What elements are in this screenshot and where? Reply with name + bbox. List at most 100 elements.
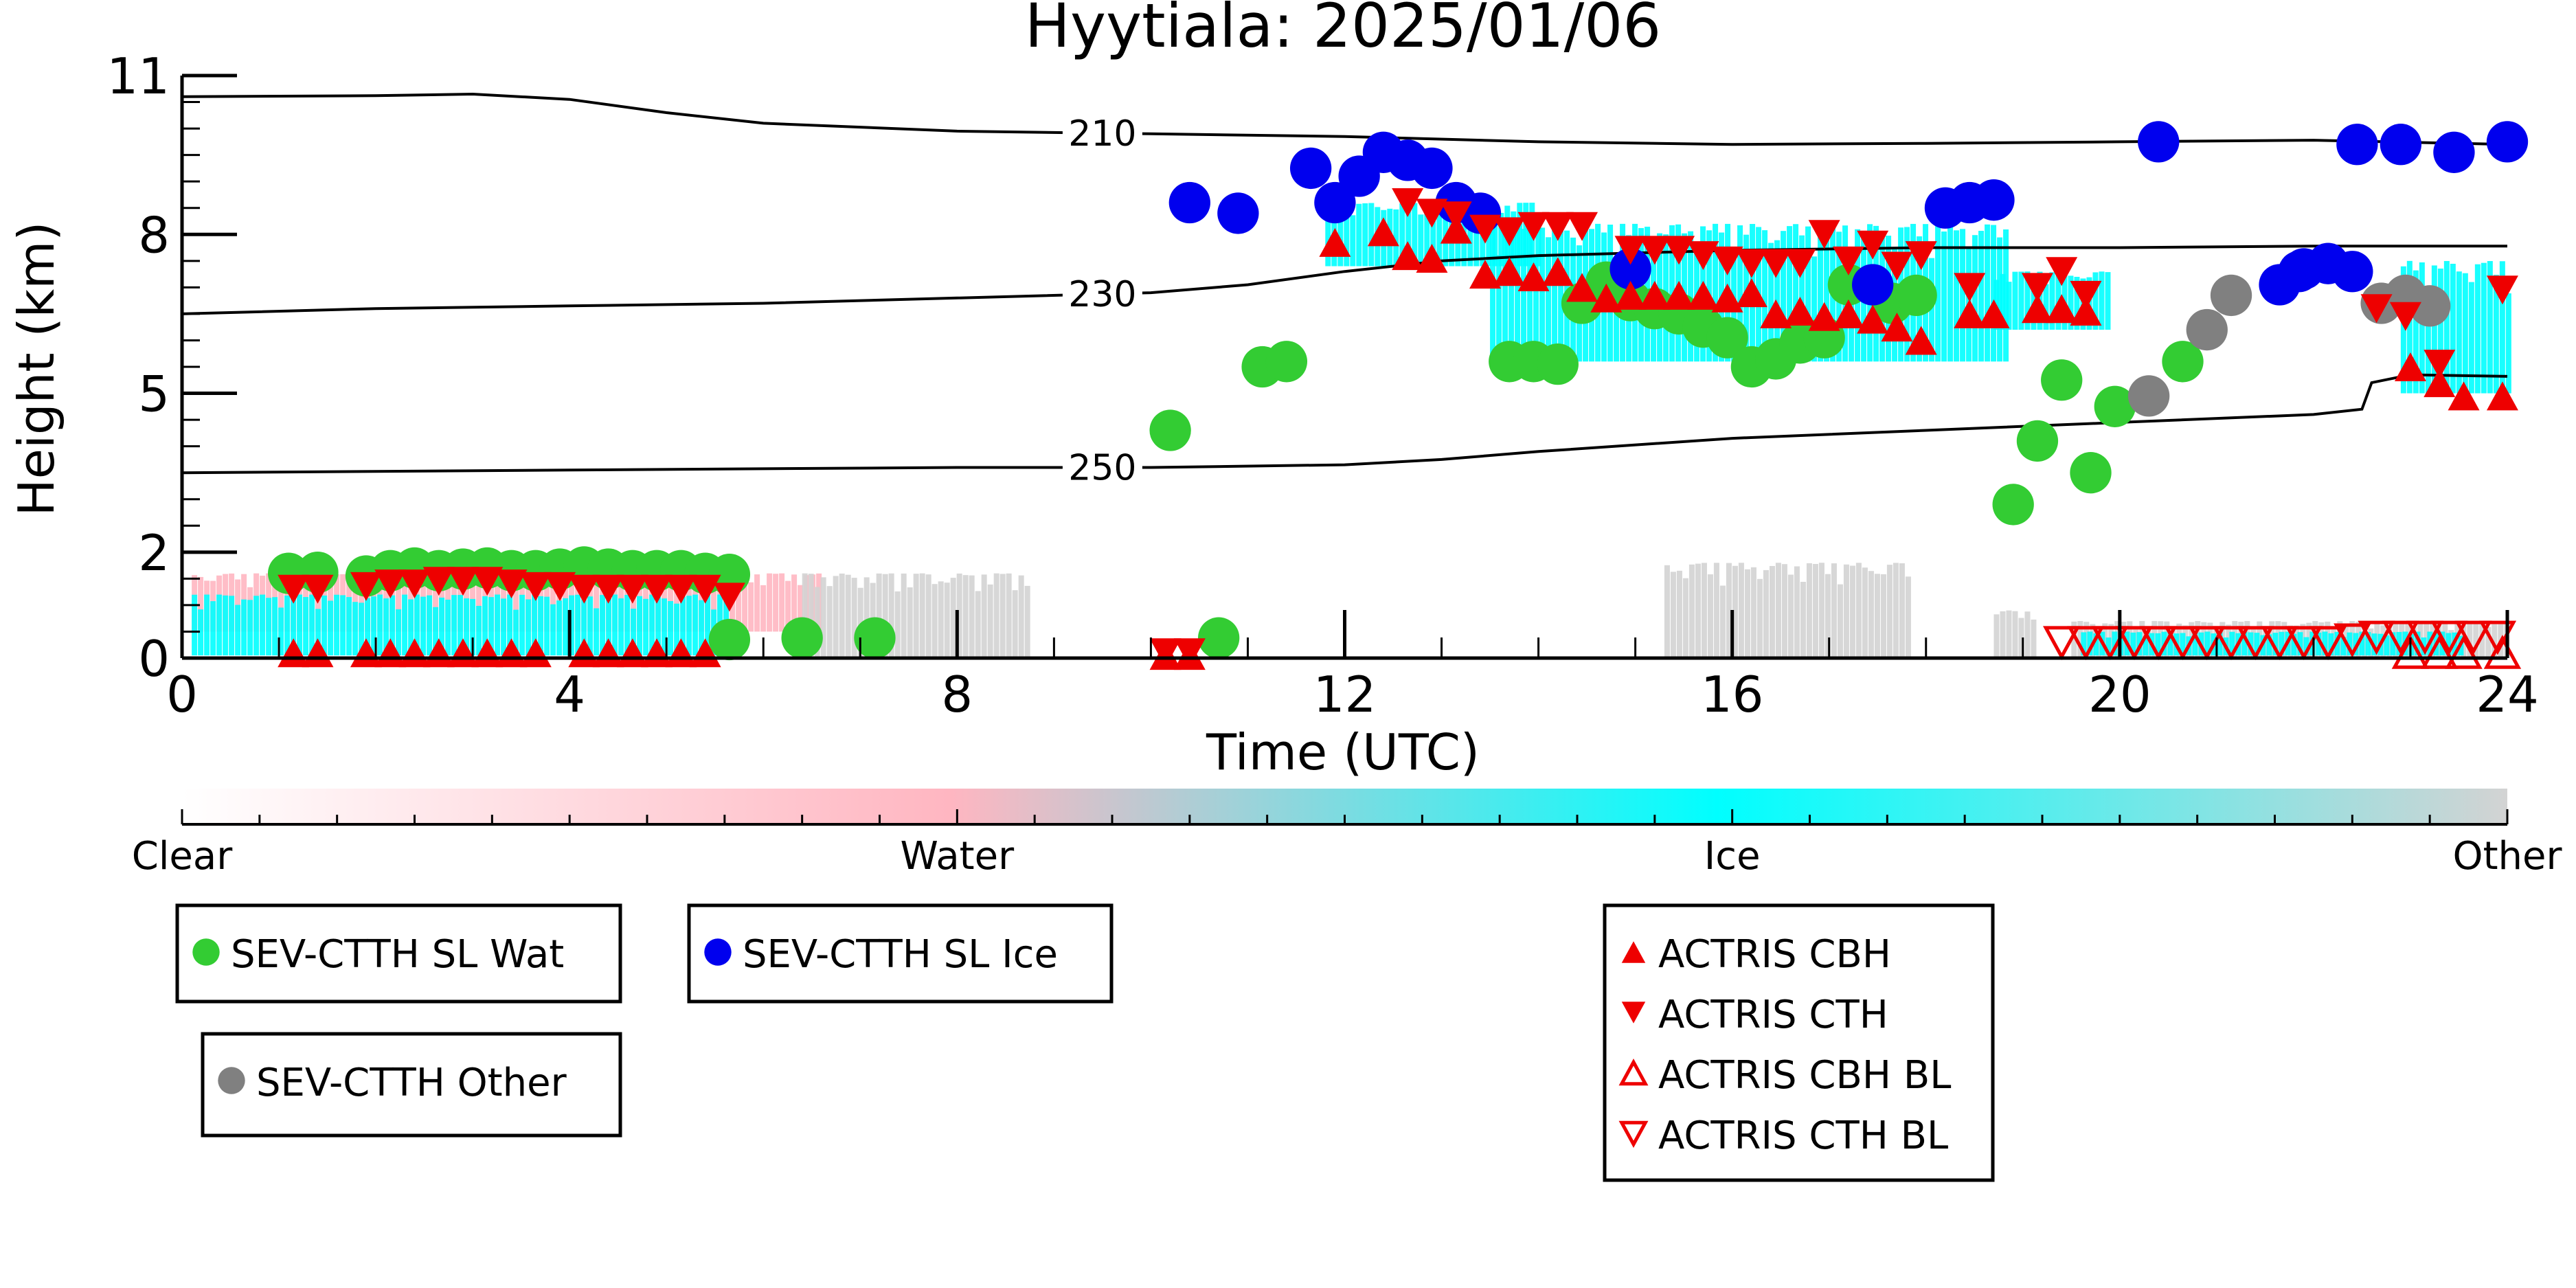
contour-230 <box>181 245 2507 315</box>
field-column <box>1781 564 1787 658</box>
field-column <box>931 584 938 658</box>
field-column <box>1993 614 2000 658</box>
field-column <box>894 591 901 658</box>
field-column <box>1756 578 1763 658</box>
field-column <box>260 594 266 656</box>
field-column <box>439 597 445 656</box>
field-column <box>1737 225 1743 362</box>
field-column <box>278 607 284 656</box>
data-point <box>2021 273 2053 302</box>
data-point <box>2261 626 2298 661</box>
field-column <box>501 598 507 656</box>
data-point <box>1440 201 1472 231</box>
legend-box: SEV-CTTH SL Wat <box>175 903 622 1004</box>
field-column <box>600 595 606 656</box>
field-column <box>2505 293 2511 394</box>
data-point <box>1265 341 1308 383</box>
field-column <box>1960 229 1966 362</box>
field-column <box>470 598 476 656</box>
field-column <box>1978 231 1985 362</box>
field-column <box>1412 203 1418 267</box>
data-point <box>689 574 721 604</box>
field-column <box>1325 203 1331 267</box>
data-point <box>2424 368 2456 398</box>
field-column <box>993 573 999 658</box>
field-column <box>2024 271 2031 330</box>
field-column <box>476 574 482 632</box>
data-point <box>568 574 600 604</box>
field-column <box>1880 574 1886 658</box>
y-tick-label: 0 <box>138 630 170 688</box>
field-column <box>328 600 334 656</box>
series-actris-cbh <box>278 214 2518 670</box>
data-point <box>1149 638 1182 668</box>
field-column <box>408 599 414 656</box>
legend-label: ACTRIS CTH <box>1658 993 1888 1037</box>
field-column <box>2499 261 2505 394</box>
field-column <box>1546 237 1552 362</box>
field-column <box>773 574 779 632</box>
legend-label: ACTRIS CBH <box>1658 932 1891 977</box>
field-column <box>2068 275 2074 330</box>
field-column <box>1818 224 1824 362</box>
field-column <box>1824 574 1831 658</box>
data-point <box>422 567 455 596</box>
field-column <box>402 594 408 656</box>
data-point <box>471 638 504 668</box>
data-point <box>2486 121 2529 163</box>
data-point <box>2406 620 2444 655</box>
field-column <box>1849 565 1855 658</box>
field-column <box>303 597 309 656</box>
field-column <box>321 595 328 656</box>
field-column <box>1502 225 1509 362</box>
field-column <box>2071 621 2077 658</box>
field-column <box>513 609 519 656</box>
field-column <box>526 599 532 656</box>
data-point <box>1784 297 1816 326</box>
data-point <box>2067 626 2105 661</box>
field-column <box>198 609 204 656</box>
data-point <box>447 638 479 668</box>
data-point <box>2138 121 2180 163</box>
field-column <box>247 600 253 656</box>
data-point <box>350 638 382 668</box>
field-column <box>198 576 204 632</box>
field-column <box>888 573 894 658</box>
data-point <box>398 638 431 668</box>
field-column <box>216 594 223 656</box>
data-point <box>350 572 382 601</box>
legend-label: ACTRIS CBH BL <box>1658 1053 1951 1098</box>
field-column <box>2006 610 2012 658</box>
field-column <box>389 595 396 656</box>
field-column <box>2003 229 2009 362</box>
field-column <box>674 573 680 632</box>
field-column <box>433 580 439 632</box>
field-column <box>2400 266 2406 394</box>
field-column <box>649 594 655 656</box>
field-column <box>359 573 365 632</box>
field-column <box>2467 621 2473 658</box>
data-point <box>1590 283 1623 313</box>
field-column <box>742 574 748 632</box>
data-point <box>1541 257 1574 286</box>
data-point <box>2433 131 2475 173</box>
data-markers <box>267 121 2529 670</box>
data-point <box>278 574 310 604</box>
field-column <box>1769 565 1775 658</box>
data-point <box>2021 294 2053 324</box>
field-column <box>798 585 804 632</box>
field-column <box>383 598 389 656</box>
series-actris-cbh-bl <box>2391 635 2522 669</box>
field-column <box>445 599 451 656</box>
legend-label: SEV-CTTH SL Ice <box>743 932 1058 977</box>
field-column <box>532 594 538 656</box>
field-column <box>371 596 377 656</box>
field-column <box>1018 575 1024 658</box>
data-point <box>1517 262 1550 291</box>
data-point <box>1168 181 1210 224</box>
field-column <box>624 594 631 656</box>
field-column <box>2487 261 2493 394</box>
field-column <box>754 574 760 632</box>
field-column <box>779 573 785 632</box>
data-point <box>592 638 624 668</box>
